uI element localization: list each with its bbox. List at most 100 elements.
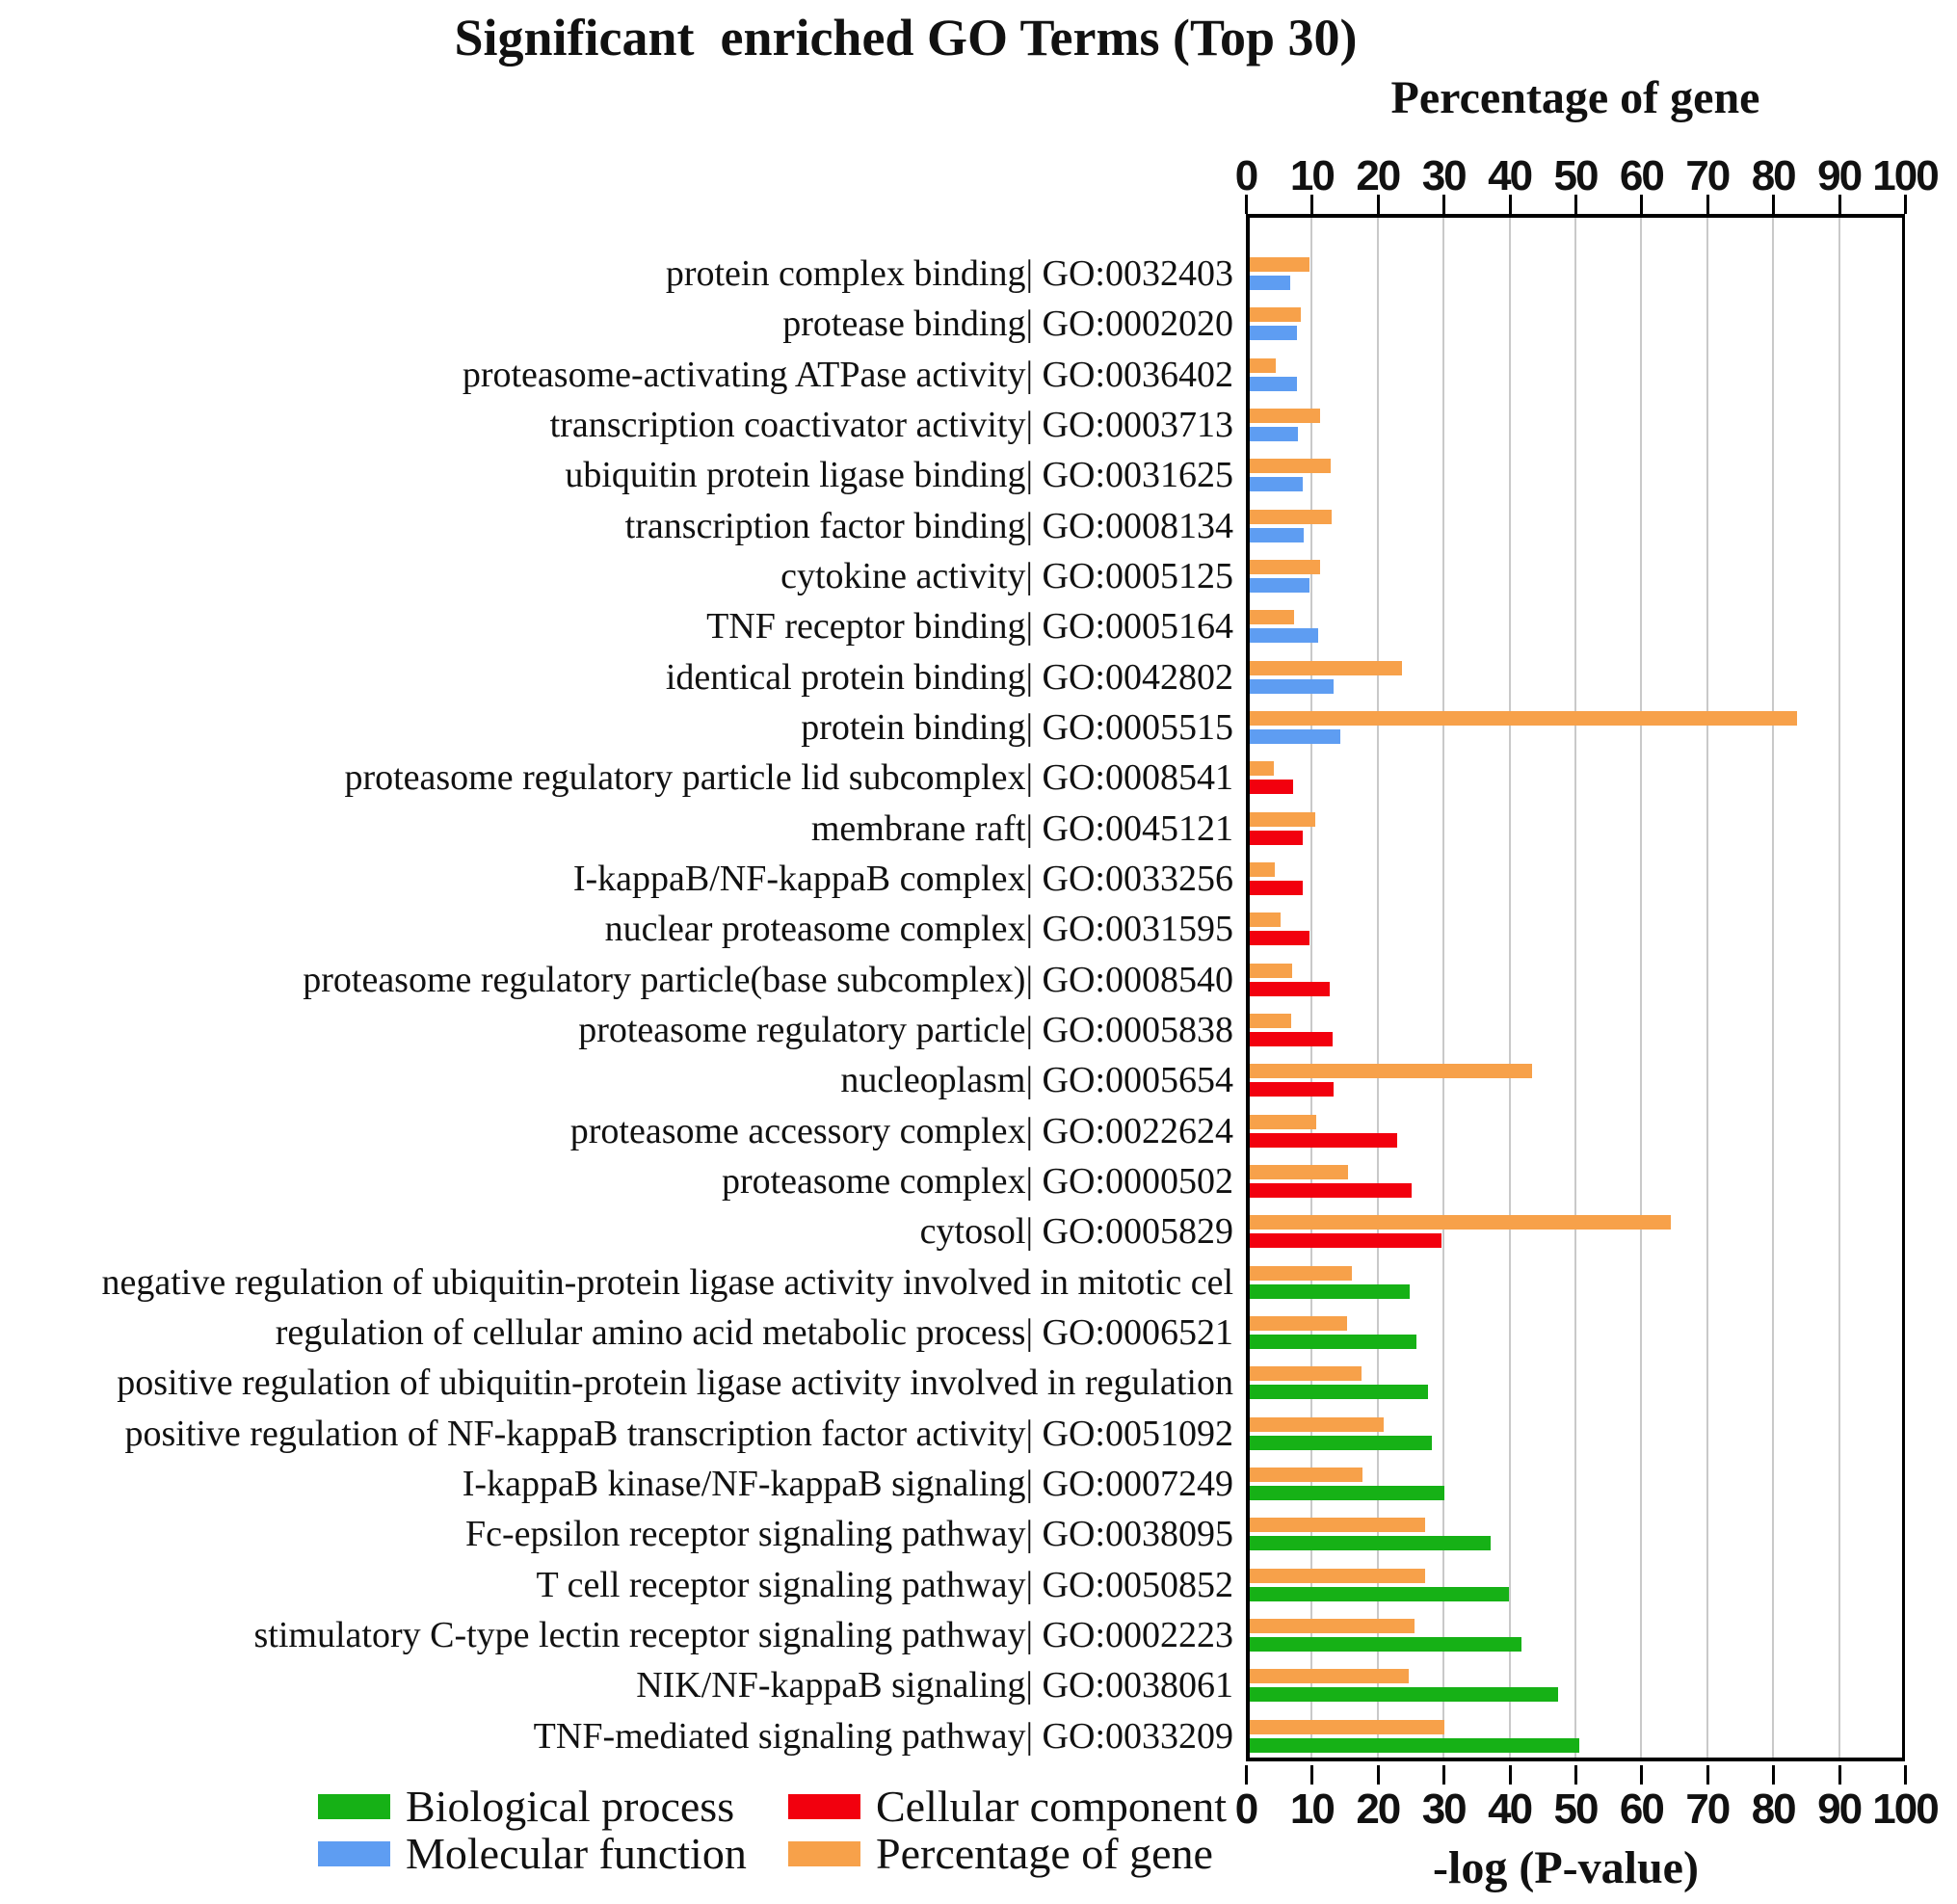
percentage-bar — [1250, 660, 1402, 675]
percentage-bar — [1250, 761, 1274, 777]
top-axis-tick-label: 10 — [1289, 152, 1336, 199]
percentage-bar — [1250, 1518, 1425, 1533]
bottom-axis-tick-label: 60 — [1619, 1785, 1665, 1833]
category-label: protease binding| GO:0002020 — [782, 304, 1233, 345]
value-bar — [1250, 1687, 1559, 1703]
legend-label: Percentage of gene — [876, 1829, 1213, 1878]
category-label: I-kappaB/NF-kappaB complex| GO:0033256 — [572, 859, 1233, 899]
category-label: Fc-epsilon receptor signaling pathway| G… — [465, 1514, 1233, 1555]
gridline — [1376, 218, 1379, 1758]
legend-item: Cellular component — [788, 1785, 1227, 1829]
percentage-bar — [1250, 912, 1282, 928]
value-bar — [1250, 830, 1303, 845]
value-bar — [1250, 1082, 1334, 1097]
bottom-axis-tick — [1376, 1765, 1380, 1785]
category-label: protein complex binding| GO:0032403 — [665, 253, 1233, 294]
gridline — [1838, 218, 1840, 1758]
bottom-axis-tick — [1442, 1765, 1446, 1785]
top-axis-tick-label: 40 — [1488, 152, 1533, 199]
bottom-axis-tick — [1640, 1765, 1644, 1785]
category-label: membrane raft| GO:0045121 — [810, 807, 1233, 849]
value-bar — [1250, 527, 1305, 542]
category-label: cytokine activity| GO:0005125 — [780, 556, 1233, 596]
percentage-bar — [1250, 1619, 1415, 1633]
percentage-bar — [1250, 610, 1294, 625]
value-bar — [1250, 1637, 1521, 1652]
value-bar — [1250, 981, 1331, 996]
category-label: identical protein binding| GO:0042802 — [665, 656, 1233, 698]
bottom-axis-tick-label: 50 — [1553, 1785, 1600, 1833]
category-label: proteasome accessory complex| GO:0022624 — [569, 1110, 1233, 1151]
percentage-bar — [1250, 1719, 1444, 1734]
category-label: T cell receptor signaling pathway| GO:00… — [536, 1564, 1233, 1605]
percentage-bar — [1250, 560, 1321, 574]
top-axis-tick-label: 100 — [1872, 152, 1939, 199]
top-axis-tick-label: 0 — [1234, 152, 1258, 199]
legend-item: Percentage of gene — [788, 1832, 1213, 1876]
top-axis-tick — [1442, 195, 1446, 214]
legend-swatch-biological-process — [318, 1794, 390, 1819]
bottom-axis-tick — [1838, 1765, 1841, 1785]
gridline — [1574, 218, 1576, 1758]
value-bar — [1250, 881, 1303, 895]
legend-swatch-molecular-function — [318, 1841, 390, 1866]
category-label: I-kappaB kinase/NF-kappaB signaling| GO:… — [462, 1464, 1233, 1504]
category-label: ubiquitin protein ligase binding| GO:003… — [565, 455, 1233, 496]
percentage-bar — [1250, 509, 1332, 524]
bottom-axis-tick — [1310, 1765, 1314, 1785]
value-bar — [1250, 578, 1309, 593]
legend-item: Biological process — [318, 1785, 734, 1829]
top-axis-tick — [1904, 195, 1907, 214]
value-bar — [1250, 1032, 1333, 1046]
percentage-bar — [1250, 811, 1315, 827]
category-label: NIK/NF-kappaB signaling| GO:0038061 — [636, 1665, 1233, 1706]
percentage-bar — [1250, 1669, 1409, 1684]
value-bar — [1250, 1183, 1412, 1198]
value-bar — [1250, 276, 1291, 290]
bottom-axis-title: -log (P-value) — [1433, 1842, 1699, 1893]
value-bar — [1250, 1586, 1509, 1601]
gridline — [1706, 218, 1708, 1758]
value-bar — [1250, 376, 1298, 391]
category-label: transcription factor binding| GO:0008134 — [624, 505, 1233, 546]
category-label: protein binding| GO:0005515 — [801, 707, 1233, 748]
bottom-axis-tick — [1574, 1765, 1577, 1785]
bottom-axis-tick-label: 10 — [1289, 1785, 1336, 1833]
gridline — [1772, 218, 1775, 1758]
percentage-bar — [1250, 357, 1276, 373]
top-axis-tick — [1376, 195, 1380, 214]
bottom-axis-tick-label: 30 — [1421, 1785, 1468, 1833]
top-axis-tick — [1640, 195, 1644, 214]
value-bar — [1250, 1536, 1491, 1551]
legend-label: Cellular component — [876, 1782, 1228, 1831]
percentage-bar — [1250, 711, 1797, 726]
bottom-axis-tick — [1772, 1765, 1776, 1785]
legend-label: Biological process — [406, 1782, 735, 1831]
bottom-axis-tick — [1904, 1765, 1907, 1785]
top-axis-tick-label: 20 — [1356, 152, 1401, 199]
category-label: nuclear proteasome complex| GO:0031595 — [604, 909, 1233, 950]
percentage-bar — [1250, 459, 1332, 474]
category-label: transcription coactivator activity| GO:0… — [549, 405, 1233, 445]
bottom-axis-tick-label: 40 — [1488, 1785, 1533, 1833]
gridline — [1508, 218, 1511, 1758]
percentage-bar — [1250, 409, 1321, 423]
legend-swatch-percentage-of-gene — [788, 1841, 860, 1866]
top-axis-tick — [1508, 195, 1512, 214]
percentage-bar — [1250, 1215, 1672, 1230]
category-label: proteasome regulatory particle(base subc… — [303, 959, 1233, 1000]
category-label: stimulatory C-type lectin receptor signa… — [253, 1615, 1234, 1655]
category-label: proteasome complex| GO:0000502 — [721, 1161, 1233, 1202]
value-bar — [1250, 1233, 1442, 1249]
category-label: positive regulation of ubiquitin-protein… — [117, 1362, 1233, 1404]
percentage-bar — [1250, 1568, 1425, 1583]
top-axis-tick-label: 90 — [1817, 152, 1863, 199]
bottom-axis-tick-label: 80 — [1751, 1785, 1797, 1833]
chart-title: Significant enriched GO Terms (Top 30) — [454, 9, 1358, 66]
top-axis-tick-label: 50 — [1553, 152, 1600, 199]
top-axis-tick — [1310, 195, 1314, 214]
legend-item: Molecular function — [318, 1832, 747, 1876]
percentage-bar — [1250, 862, 1275, 877]
value-bar — [1250, 1486, 1444, 1500]
